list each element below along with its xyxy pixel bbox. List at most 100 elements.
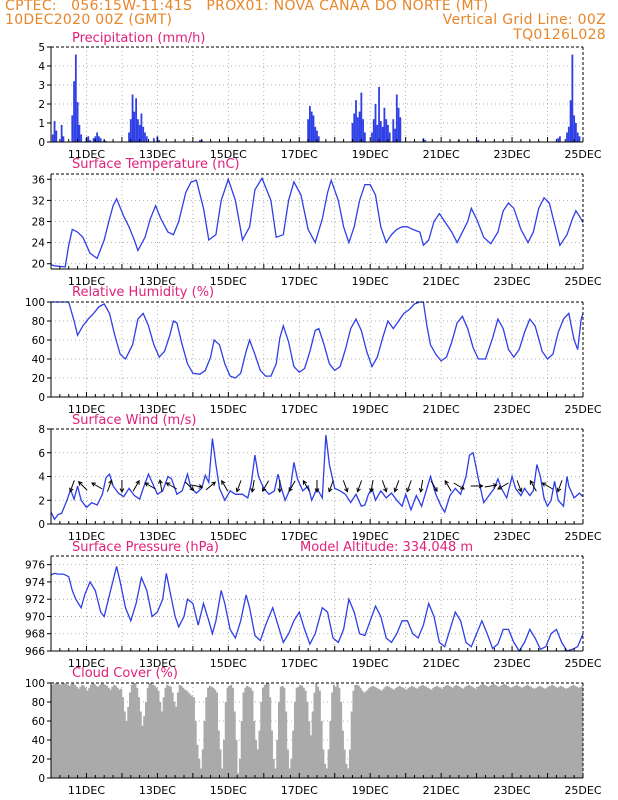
precip-bar <box>392 119 395 142</box>
cloud-cover-bar <box>396 686 399 778</box>
cloud-cover-bar <box>306 702 309 778</box>
cloud-cover-bar <box>538 685 541 778</box>
precip-bar <box>74 54 77 142</box>
cloud-cover-bar <box>144 702 148 778</box>
wind-arrow-shaft <box>190 484 203 488</box>
pressure-series-line <box>50 566 584 653</box>
cloud-cover-bar <box>336 683 339 778</box>
precip-bar <box>356 117 359 142</box>
cloud-cover-bar <box>481 683 484 778</box>
precip-bar <box>136 119 139 142</box>
cloud-cover-bar <box>219 749 222 778</box>
precip-bar <box>314 126 317 142</box>
cloud-cover-bar <box>228 685 231 778</box>
wind-arrow <box>119 480 125 494</box>
precip-bar <box>355 100 357 142</box>
y-tick-label: 974 <box>25 577 45 589</box>
y-tick-label: 40 <box>32 354 45 366</box>
wind-arrow-head <box>91 482 96 487</box>
cloud-cover-bar <box>460 687 463 778</box>
cloud-cover-bar <box>249 687 252 778</box>
cloud-cover-bar <box>95 685 98 778</box>
precip-bar <box>571 54 574 142</box>
precip-bar <box>353 113 356 142</box>
precip-bar <box>351 123 354 142</box>
x-tick-label: 19DEC <box>352 148 389 161</box>
y-tick-label: 968 <box>25 629 45 641</box>
cloud-cover-bar <box>579 686 582 778</box>
cloud-cover-bar <box>191 696 194 778</box>
cloud-cover-bar <box>442 686 445 778</box>
wind-arrow <box>106 479 113 492</box>
wind-arrow <box>277 480 283 494</box>
wind-arrow <box>541 482 553 490</box>
precip-bar <box>60 124 63 142</box>
wind-arrow-shaft <box>236 480 242 492</box>
precip-bar <box>89 140 91 142</box>
cloud-cover-bar <box>263 684 266 778</box>
cloud-cover-bar <box>226 687 229 778</box>
panel-cloud: Cloud Cover (%) 0 20 40 60 80 100 11DEC 13DEC 15D… <box>25 666 602 797</box>
wind-arrow <box>144 482 156 490</box>
y-tick-label: 3 <box>38 80 45 92</box>
wind-series-line <box>50 434 584 521</box>
cloud-cover-bar <box>575 686 578 778</box>
cloud-cover-bar <box>572 684 575 778</box>
cloud-cover-bar <box>120 688 123 778</box>
cloud-cover-bar <box>81 684 84 778</box>
precip-bar <box>152 138 155 142</box>
cloud-cover-bar <box>503 683 506 778</box>
wind-arrow-head <box>302 479 308 485</box>
cloud-cover-bar <box>405 689 408 778</box>
cloud-cover-bar <box>549 685 552 778</box>
precip-bar <box>566 132 568 142</box>
cloud-cover-bar <box>169 686 172 778</box>
wind-arrow-shaft <box>342 480 348 492</box>
precip-bar <box>135 98 138 142</box>
cloud-cover-bar <box>547 686 550 778</box>
wind-arrow-shaft <box>91 482 103 490</box>
wind-arrow-shaft <box>381 480 387 492</box>
wind-arrow-head <box>444 479 449 485</box>
precip-bar <box>576 132 579 142</box>
y-tick-label: 60 <box>32 335 45 347</box>
wind-arrow-shaft <box>144 482 156 490</box>
wind-arrow-shaft <box>406 480 412 492</box>
x-tick-label: 21DEC <box>423 530 460 543</box>
cloud-cover-bar <box>130 684 133 778</box>
cloud-cover-bar <box>357 685 360 778</box>
x-tick-label: 13DEC <box>139 148 176 161</box>
cloud-cover-bar <box>423 685 426 778</box>
cloud-cover-bar <box>480 684 483 778</box>
cloud-cover-bar <box>182 687 185 778</box>
y-tick-label: 32 <box>32 195 45 207</box>
cloud-cover-bar <box>107 687 110 778</box>
cloud-cover-bar <box>535 687 538 778</box>
cloud-cover-bar <box>409 686 412 778</box>
cloud-cover-bar <box>90 684 93 778</box>
x-tick-label: 11DEC <box>68 403 105 416</box>
y-tick-label: 80 <box>32 316 45 328</box>
x-tick-label: 15DEC <box>210 530 247 543</box>
cloud-cover-bar <box>418 686 421 778</box>
cloud-cover-bar <box>192 697 195 778</box>
cloud-cover-bar <box>210 686 213 778</box>
wind-arrow <box>497 482 509 490</box>
cloud-cover-bar <box>164 687 167 778</box>
wind-arrow <box>453 482 465 490</box>
x-tick-label: 21DEC <box>423 784 460 797</box>
y-tick-label: 5 <box>38 42 45 54</box>
cloud-cover-bar <box>363 692 366 778</box>
cloud-cover-bar <box>54 683 57 778</box>
cloud-cover-bar <box>175 706 178 778</box>
cloud-cover-bar <box>74 684 77 778</box>
cloud-cover-bar <box>208 685 211 778</box>
wind-arrow-shaft <box>444 480 452 492</box>
panel-pressure: Surface Pressure (hPa) Model Altitude: 33… <box>25 540 602 670</box>
cloud-cover-bar <box>462 688 465 778</box>
wind-arrow-head <box>69 487 74 493</box>
precip-bar <box>73 81 75 142</box>
precip-bar <box>358 111 361 142</box>
cloud-cover-bar <box>301 685 304 778</box>
cloud-cover-bar <box>97 686 100 778</box>
